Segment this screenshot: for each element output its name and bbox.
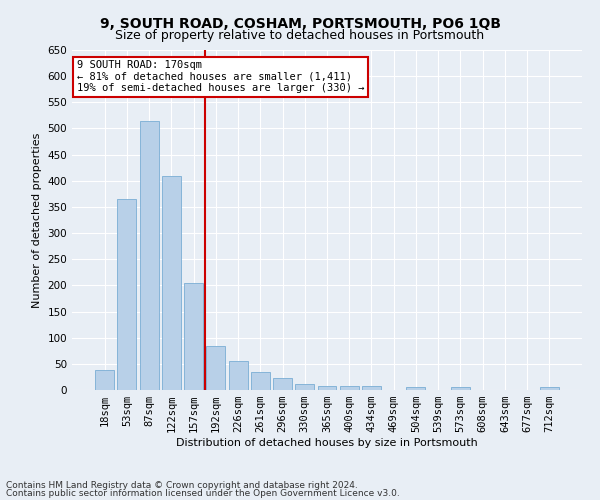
Y-axis label: Number of detached properties: Number of detached properties xyxy=(32,132,42,308)
Bar xyxy=(362,386,381,390)
Text: Contains HM Land Registry data © Crown copyright and database right 2024.: Contains HM Land Registry data © Crown c… xyxy=(6,480,358,490)
Bar xyxy=(273,378,292,390)
Text: 9 SOUTH ROAD: 170sqm
← 81% of detached houses are smaller (1,411)
19% of semi-de: 9 SOUTH ROAD: 170sqm ← 81% of detached h… xyxy=(77,60,365,94)
Bar xyxy=(540,388,559,390)
Bar xyxy=(451,388,470,390)
Bar xyxy=(184,283,203,390)
Bar xyxy=(95,370,114,390)
Text: 9, SOUTH ROAD, COSHAM, PORTSMOUTH, PO6 1QB: 9, SOUTH ROAD, COSHAM, PORTSMOUTH, PO6 1… xyxy=(100,18,500,32)
Bar xyxy=(340,386,359,390)
Bar xyxy=(118,199,136,390)
Bar xyxy=(317,386,337,390)
Text: Size of property relative to detached houses in Portsmouth: Size of property relative to detached ho… xyxy=(115,29,485,42)
Bar xyxy=(229,361,248,390)
Bar xyxy=(140,120,158,390)
Bar xyxy=(206,346,225,390)
Text: Contains public sector information licensed under the Open Government Licence v3: Contains public sector information licen… xyxy=(6,489,400,498)
Bar xyxy=(251,372,270,390)
Bar xyxy=(295,384,314,390)
X-axis label: Distribution of detached houses by size in Portsmouth: Distribution of detached houses by size … xyxy=(176,438,478,448)
Bar xyxy=(162,176,181,390)
Bar xyxy=(406,388,425,390)
